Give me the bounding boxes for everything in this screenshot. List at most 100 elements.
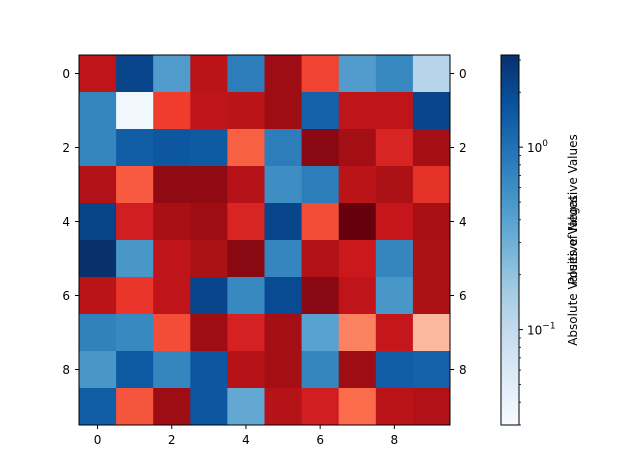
- heatmap-cell: [264, 92, 302, 130]
- heatmap-cell: [375, 277, 414, 315]
- heatmap-cell: [153, 92, 191, 130]
- heatmap-cell: [116, 351, 154, 389]
- heatmap-cell: [264, 277, 302, 315]
- heatmap-cell: [116, 314, 154, 352]
- heatmap-cell: [116, 240, 154, 278]
- heatmap-cell: [227, 314, 265, 352]
- heatmap-cell: [227, 129, 265, 167]
- heatmap-cell: [227, 388, 265, 426]
- heatmap-cell: [190, 388, 228, 426]
- plot-frame: [78, 54, 451, 426]
- heatmap-cell: [190, 203, 228, 241]
- heatmap-cell: [412, 240, 451, 278]
- heatmap-cell: [375, 351, 414, 389]
- heatmap-cell: [412, 55, 451, 93]
- heatmap-cell: [79, 166, 117, 204]
- heatmap-cells: [79, 55, 451, 426]
- x-tick-label: 0: [94, 433, 102, 447]
- heatmap-cell: [338, 240, 377, 278]
- heatmap-cell: [227, 203, 265, 241]
- heatmap-cell: [338, 129, 377, 167]
- heatmap-cell: [301, 203, 340, 241]
- heatmap-cell: [116, 388, 154, 426]
- heatmap-cell: [264, 388, 302, 426]
- heatmap-cell: [190, 92, 228, 130]
- colorbar-tick-label: 10−1: [527, 322, 556, 338]
- y-tick-label-left: 8: [62, 363, 70, 377]
- heatmap-cell: [79, 55, 117, 93]
- heatmap-cell: [412, 129, 451, 167]
- heatmap-cell: [301, 314, 340, 352]
- axes: 0 2 4 6 8 0 0 2 2 4 4 6 6 8 8: [62, 67, 466, 447]
- colorbar-label: Absolute Values of Negative Values: [566, 134, 580, 346]
- y-tick-label-right: 2: [459, 141, 467, 155]
- heatmap-cell: [338, 92, 377, 130]
- y-tick-label-right: 8: [459, 363, 467, 377]
- heatmap-cell: [412, 203, 451, 241]
- colorbar-label: Positive Values: [566, 195, 580, 284]
- heatmap-cell: [153, 388, 191, 426]
- heatmap-cell: [153, 203, 191, 241]
- heatmap-cell: [79, 277, 117, 315]
- heatmap-cell: [375, 314, 414, 352]
- heatmap-cell: [116, 92, 154, 130]
- heatmap-cell: [153, 314, 191, 352]
- y-tick-label-left: 4: [62, 215, 70, 229]
- heatmap-cell: [227, 351, 265, 389]
- y-tick-label-right: 6: [459, 289, 467, 303]
- heatmap-cell: [79, 203, 117, 241]
- heatmap-cell: [116, 166, 154, 204]
- heatmap-cell: [79, 388, 117, 426]
- heatmap-cell: [190, 129, 228, 167]
- colorbar-gradient: [500, 54, 520, 426]
- heatmap-cell: [190, 240, 228, 278]
- heatmap-cell: [301, 351, 340, 389]
- heatmap-cell: [338, 277, 377, 315]
- heatmap-cell: [375, 92, 414, 130]
- heatmap-cell: [412, 92, 451, 130]
- y-tick-label-right: 4: [459, 215, 467, 229]
- x-tick-label: 8: [391, 433, 399, 447]
- y-tick-label-left: 2: [62, 141, 70, 155]
- heatmap-cell: [190, 55, 228, 93]
- heatmap-cell: [153, 166, 191, 204]
- heatmap-cell: [79, 129, 117, 167]
- heatmap-cell: [338, 314, 377, 352]
- heatmap-cell: [375, 388, 414, 426]
- colorbar-tick-label: 100: [527, 139, 548, 155]
- heatmap-cell: [79, 92, 117, 130]
- heatmap-cell: [227, 92, 265, 130]
- heatmap-cell: [264, 166, 302, 204]
- y-tick-label-left: 0: [62, 67, 70, 81]
- heatmap-cell: [153, 55, 191, 93]
- heatmap-cell: [264, 55, 302, 93]
- heatmap-cell: [338, 55, 377, 93]
- heatmap-cell: [412, 277, 451, 315]
- heatmap-cell: [375, 240, 414, 278]
- heatmap-cell: [227, 55, 265, 93]
- heatmap-cell: [190, 314, 228, 352]
- heatmap-cell: [153, 240, 191, 278]
- heatmap-cell: [264, 351, 302, 389]
- heatmap-cell: [190, 166, 228, 204]
- heatmap-cell: [153, 277, 191, 315]
- heatmap-cell: [79, 240, 117, 278]
- heatmap-cell: [227, 166, 265, 204]
- heatmap-cell: [153, 351, 191, 389]
- heatmap-cell: [190, 277, 228, 315]
- heatmap-cell: [301, 240, 340, 278]
- heatmap-cell: [264, 129, 302, 167]
- y-tick-label-left: 6: [62, 289, 70, 303]
- heatmap-cell: [375, 129, 414, 167]
- heatmap-cell: [227, 240, 265, 278]
- heatmap-cell: [375, 203, 414, 241]
- heatmap-cell: [116, 203, 154, 241]
- heatmap-cell: [301, 166, 340, 204]
- heatmap-cell: [79, 351, 117, 389]
- heatmap-cell: [79, 314, 117, 352]
- heatmap-cell: [412, 166, 451, 204]
- heatmap-cell: [227, 277, 265, 315]
- heatmap-cell: [264, 314, 302, 352]
